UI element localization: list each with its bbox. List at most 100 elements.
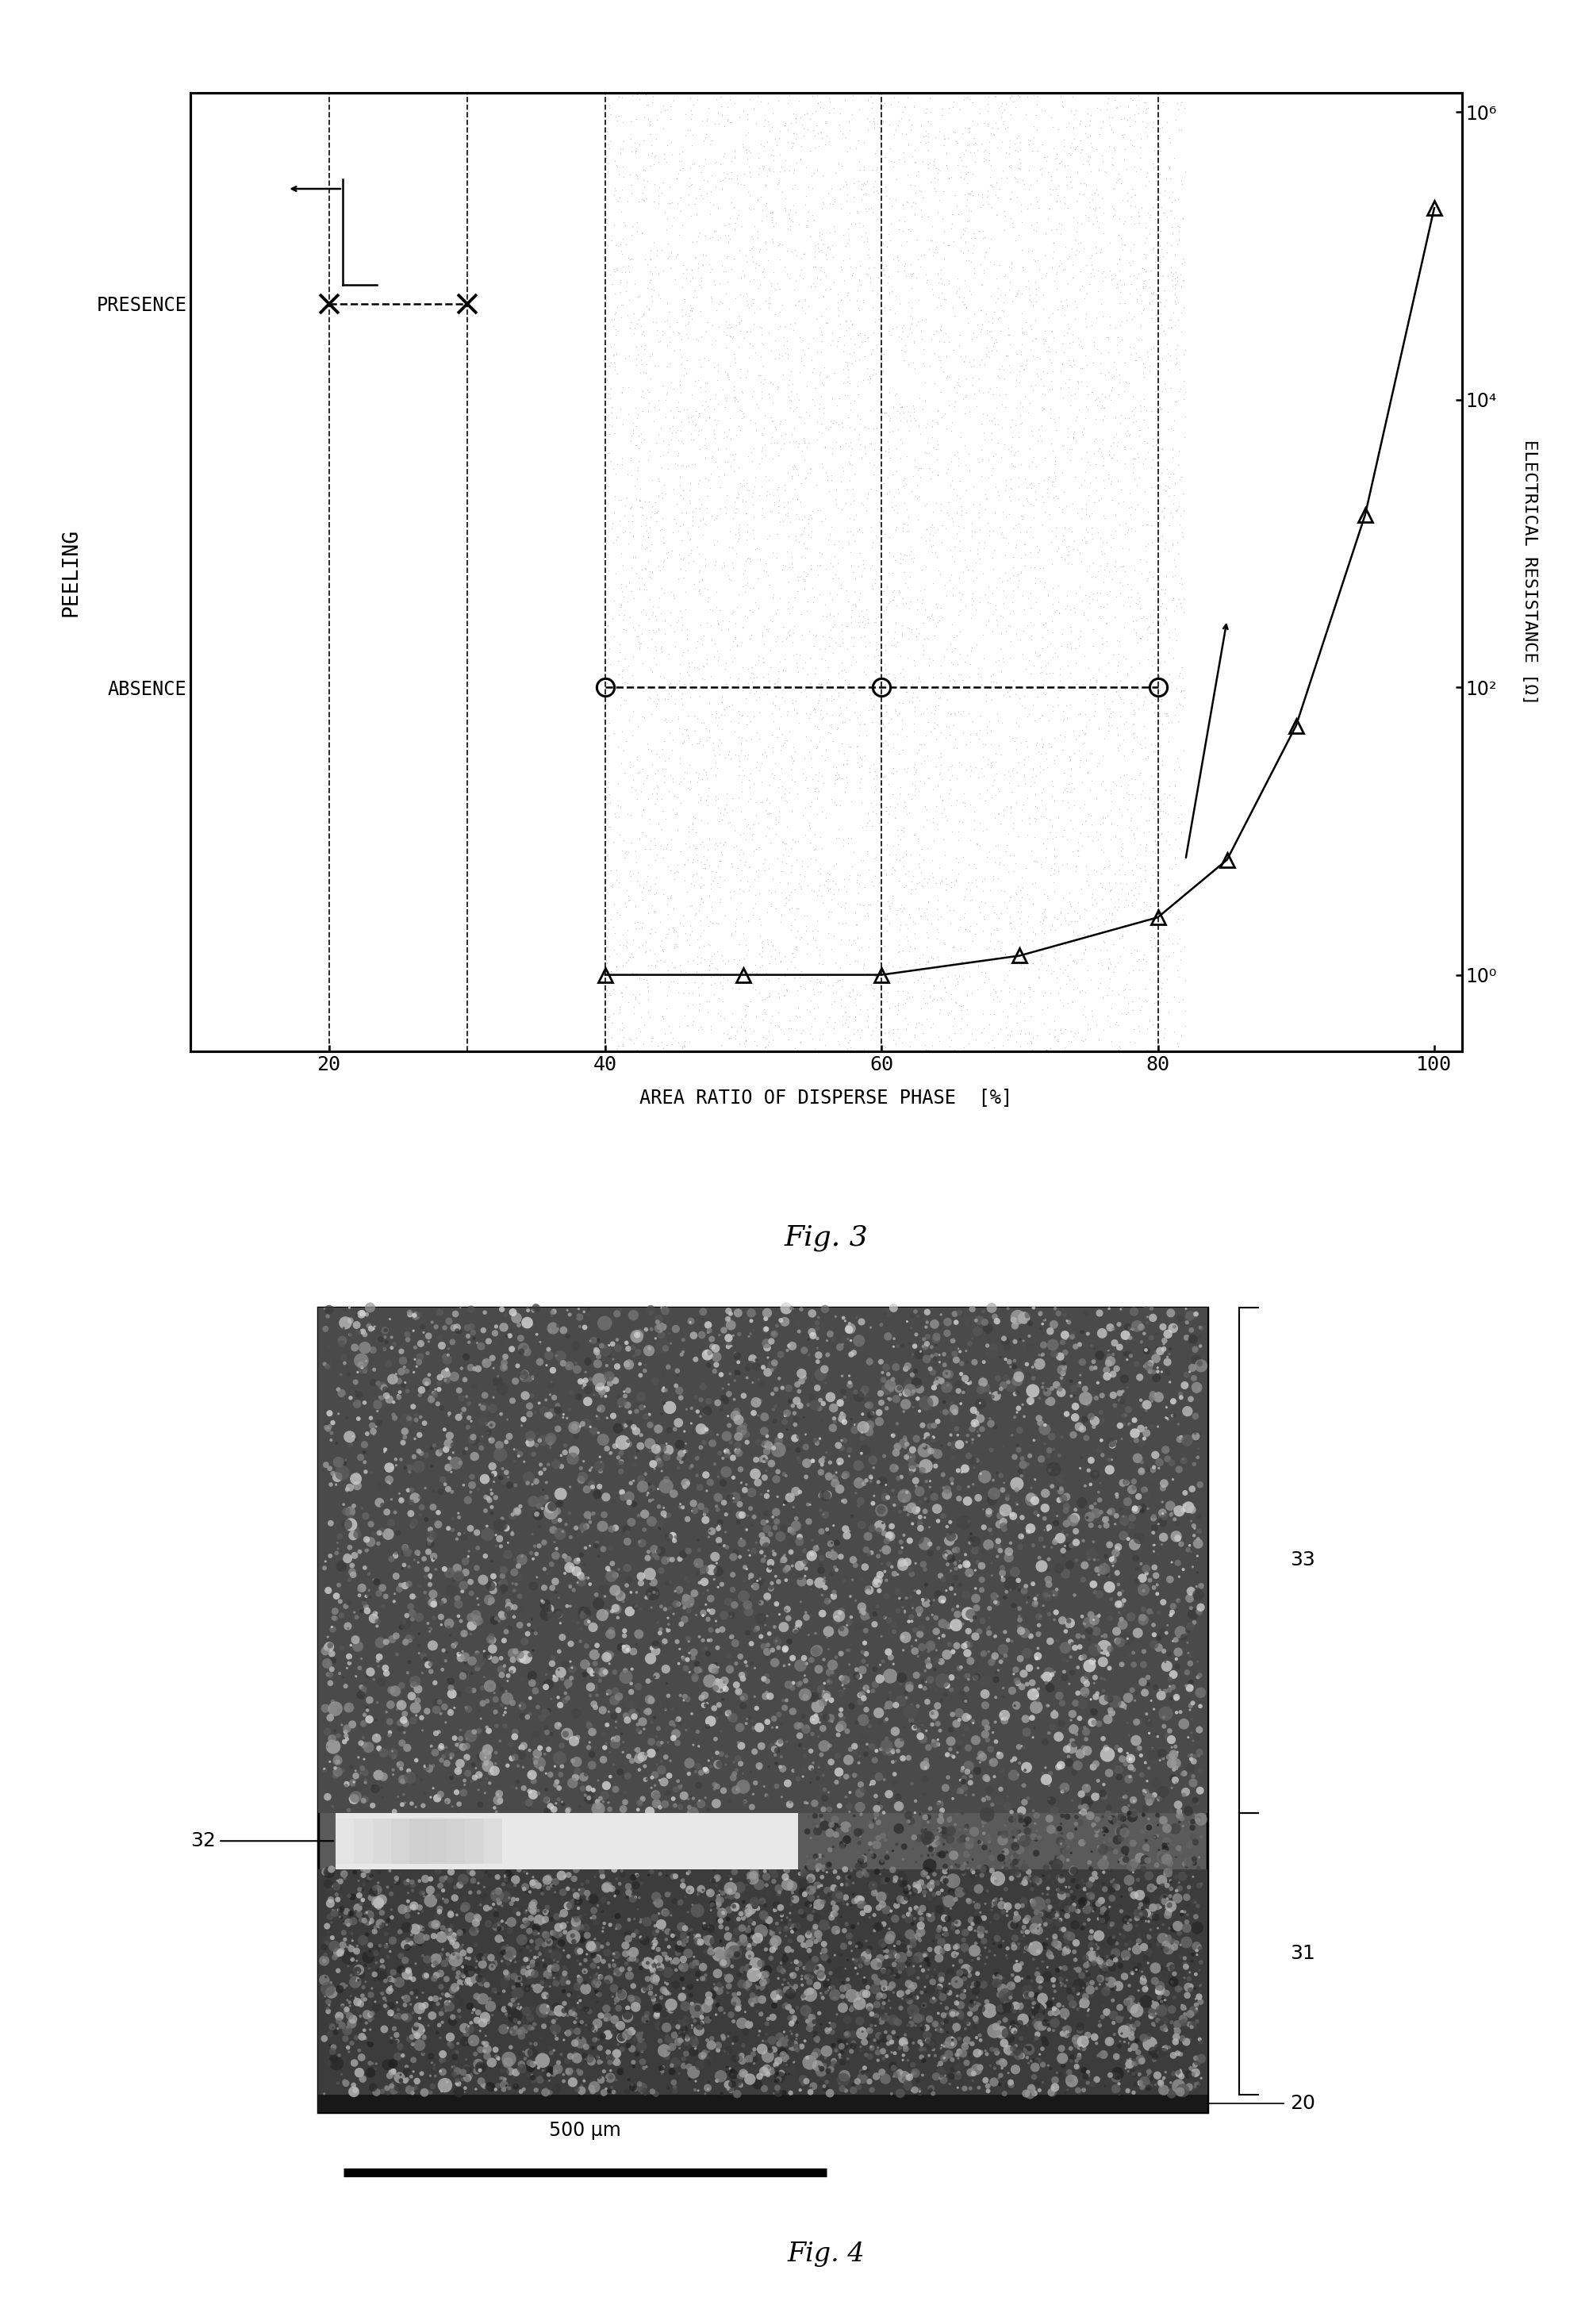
Point	[761, 2029, 787, 2066]
Point	[413, 1369, 439, 1406]
Point	[949, 1752, 974, 1789]
Point	[1046, 1999, 1071, 2036]
Point	[386, 1964, 412, 2001]
Point	[604, 1030, 629, 1067]
Point	[979, 1787, 1004, 1824]
Point	[1026, 960, 1052, 997]
Point	[955, 976, 980, 1013]
Point	[761, 1459, 787, 1497]
Point	[1146, 1353, 1171, 1390]
Point	[674, 2020, 699, 2057]
Point	[785, 558, 810, 595]
Point	[912, 1936, 938, 1973]
Point	[1122, 2045, 1147, 2082]
Point	[955, 1360, 980, 1397]
Point	[1133, 528, 1158, 565]
Point	[693, 439, 718, 476]
Point	[456, 1931, 481, 1968]
Point	[990, 1508, 1015, 1545]
Point	[939, 1462, 965, 1499]
Point	[1117, 776, 1142, 813]
Point	[925, 911, 950, 948]
Point	[740, 832, 766, 869]
Point	[912, 1664, 938, 1701]
Point	[1184, 2057, 1209, 2094]
Point	[413, 1862, 439, 1899]
Point	[1142, 983, 1168, 1020]
Point	[952, 395, 977, 432]
Point	[1017, 125, 1042, 163]
Point	[609, 1578, 634, 1615]
Point	[1041, 930, 1066, 967]
Point	[1038, 1383, 1063, 1420]
Point	[478, 1889, 504, 1927]
Point	[1081, 258, 1106, 295]
Point	[672, 665, 698, 702]
Point	[747, 230, 772, 267]
Point	[423, 1734, 448, 1771]
Point	[1055, 2010, 1081, 2047]
Point	[750, 149, 775, 186]
Point	[1125, 1550, 1150, 1587]
Point	[788, 867, 814, 904]
Point	[918, 1329, 944, 1367]
Point	[1076, 2064, 1101, 2101]
Point	[609, 2020, 634, 2057]
Point	[822, 1404, 847, 1441]
Point	[928, 251, 953, 288]
Point	[855, 1571, 880, 1608]
Point	[769, 751, 794, 788]
Point	[1108, 727, 1133, 765]
Point	[418, 1652, 443, 1690]
Point	[650, 930, 675, 967]
Point	[1071, 1864, 1096, 1901]
Point	[1006, 481, 1031, 518]
Point	[1095, 951, 1120, 988]
Point	[725, 1432, 750, 1469]
Point	[615, 502, 640, 539]
Point	[1100, 1831, 1125, 1868]
Point	[899, 2057, 925, 2094]
Point	[880, 2050, 906, 2087]
Point	[1039, 614, 1065, 651]
Point	[615, 297, 640, 335]
Point	[593, 860, 618, 897]
Point	[815, 955, 841, 992]
Point	[880, 1013, 906, 1050]
Point	[407, 1339, 432, 1376]
Point	[942, 1013, 968, 1050]
Point	[1103, 400, 1128, 437]
Point	[1112, 225, 1138, 263]
Point	[586, 1339, 612, 1376]
Point	[1104, 91, 1130, 128]
Point	[515, 1615, 540, 1652]
Point	[389, 1608, 415, 1645]
Point	[1119, 488, 1144, 525]
Point	[686, 562, 712, 600]
Point	[890, 1618, 915, 1655]
Point	[1079, 1536, 1104, 1573]
Point	[628, 481, 653, 518]
Point	[650, 1910, 675, 1948]
Point	[1141, 1569, 1166, 1606]
Point	[591, 1943, 617, 1980]
Point	[709, 611, 734, 648]
Point	[572, 1936, 597, 1973]
Point	[1120, 453, 1146, 490]
Point	[1170, 902, 1195, 939]
Point	[1160, 486, 1185, 523]
Point	[427, 2040, 453, 2078]
Point	[1095, 1813, 1120, 1850]
Point	[542, 1968, 567, 2006]
Point	[632, 1762, 658, 1799]
Point	[599, 302, 624, 339]
Point	[1001, 1820, 1026, 1857]
Point	[615, 456, 640, 493]
Point	[934, 706, 960, 744]
Point	[1147, 228, 1173, 265]
Point	[949, 1385, 974, 1422]
Point	[661, 2015, 686, 2052]
Point	[903, 2054, 928, 2092]
Point	[1104, 165, 1130, 202]
Point	[888, 2075, 914, 2113]
